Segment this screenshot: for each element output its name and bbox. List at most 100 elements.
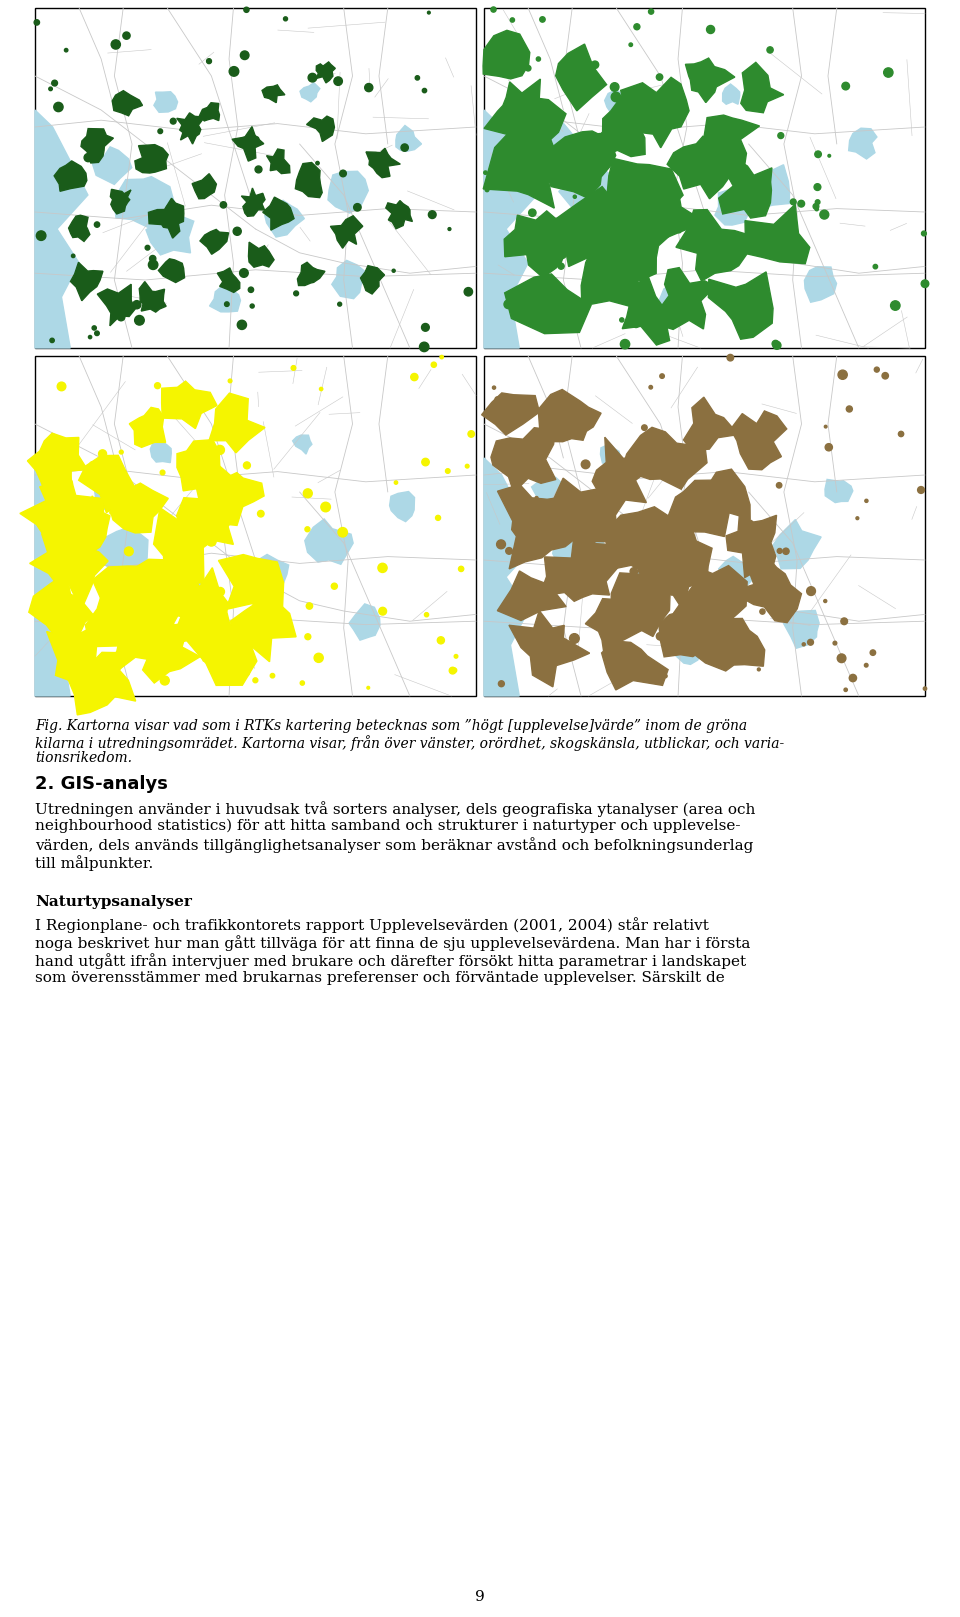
Circle shape: [353, 204, 361, 212]
Circle shape: [847, 406, 852, 412]
Circle shape: [589, 564, 596, 572]
Circle shape: [244, 462, 251, 469]
Polygon shape: [753, 165, 789, 209]
Polygon shape: [232, 126, 264, 162]
Circle shape: [485, 188, 489, 192]
Polygon shape: [390, 492, 415, 522]
Circle shape: [510, 18, 515, 23]
Circle shape: [484, 171, 487, 175]
Circle shape: [70, 614, 78, 623]
Polygon shape: [28, 433, 87, 495]
Circle shape: [260, 254, 269, 262]
Circle shape: [613, 479, 621, 487]
Circle shape: [656, 676, 661, 682]
Polygon shape: [484, 79, 566, 146]
Polygon shape: [217, 268, 240, 293]
Circle shape: [573, 196, 576, 199]
Polygon shape: [305, 519, 353, 564]
Circle shape: [468, 430, 474, 437]
Circle shape: [825, 425, 827, 429]
Text: Naturtypsanalyser: Naturtypsanalyser: [35, 894, 192, 909]
Circle shape: [229, 66, 239, 76]
Circle shape: [119, 450, 123, 454]
Circle shape: [79, 577, 86, 585]
Circle shape: [71, 254, 75, 257]
Circle shape: [729, 606, 732, 610]
Circle shape: [756, 524, 758, 526]
Bar: [35, 8, 476, 348]
Circle shape: [620, 319, 624, 322]
Circle shape: [54, 102, 63, 112]
Polygon shape: [675, 632, 701, 665]
Polygon shape: [484, 110, 537, 348]
Circle shape: [320, 388, 323, 391]
Polygon shape: [697, 115, 759, 168]
Polygon shape: [265, 201, 304, 238]
Polygon shape: [29, 572, 93, 640]
Polygon shape: [92, 566, 166, 608]
Circle shape: [591, 61, 599, 68]
Polygon shape: [267, 149, 290, 173]
Circle shape: [663, 674, 667, 678]
Polygon shape: [112, 91, 142, 116]
Circle shape: [614, 624, 617, 627]
Circle shape: [240, 52, 249, 60]
Circle shape: [757, 668, 760, 671]
Circle shape: [63, 479, 72, 488]
Text: Utredningen använder i huvudsak två sorters analyser, dels geografiska ytanalyse: Utredningen använder i huvudsak två sort…: [35, 800, 756, 817]
Circle shape: [90, 462, 94, 466]
Circle shape: [216, 587, 225, 597]
Polygon shape: [162, 579, 208, 616]
Polygon shape: [154, 508, 204, 584]
Text: noga beskrivet hur man gått tillväga för att finna de sju upplevelsevärdena. Man: noga beskrivet hur man gått tillväga för…: [35, 935, 751, 951]
Circle shape: [741, 650, 750, 658]
Circle shape: [815, 150, 822, 157]
Circle shape: [95, 331, 99, 336]
Circle shape: [837, 653, 846, 663]
Polygon shape: [92, 147, 132, 184]
Circle shape: [814, 184, 821, 191]
Circle shape: [778, 133, 783, 139]
Circle shape: [790, 199, 796, 205]
Circle shape: [454, 655, 458, 658]
Circle shape: [670, 590, 674, 595]
Circle shape: [340, 170, 347, 176]
Circle shape: [660, 374, 664, 378]
Polygon shape: [754, 435, 771, 451]
Polygon shape: [330, 215, 363, 249]
Circle shape: [300, 681, 304, 686]
Circle shape: [647, 509, 654, 516]
Circle shape: [773, 341, 780, 349]
Polygon shape: [154, 92, 178, 112]
Circle shape: [459, 566, 464, 571]
Circle shape: [576, 220, 581, 225]
Circle shape: [772, 340, 779, 348]
Polygon shape: [200, 103, 220, 121]
Polygon shape: [224, 616, 258, 652]
Circle shape: [516, 52, 519, 57]
Polygon shape: [623, 569, 660, 618]
Circle shape: [672, 289, 681, 299]
Circle shape: [228, 378, 232, 383]
Polygon shape: [20, 474, 104, 543]
Circle shape: [833, 642, 837, 645]
Circle shape: [803, 644, 805, 645]
Circle shape: [782, 548, 789, 555]
Circle shape: [924, 687, 926, 690]
Circle shape: [170, 118, 176, 125]
Circle shape: [537, 57, 540, 61]
Polygon shape: [209, 285, 240, 312]
Circle shape: [449, 668, 456, 674]
Circle shape: [124, 585, 133, 595]
Circle shape: [504, 301, 513, 309]
Polygon shape: [396, 126, 421, 152]
Circle shape: [842, 82, 850, 91]
Polygon shape: [328, 171, 369, 213]
Polygon shape: [47, 629, 102, 684]
Circle shape: [922, 231, 926, 236]
Polygon shape: [719, 556, 758, 590]
Circle shape: [856, 517, 859, 519]
Circle shape: [117, 314, 125, 320]
Circle shape: [516, 244, 525, 252]
Polygon shape: [177, 440, 220, 492]
